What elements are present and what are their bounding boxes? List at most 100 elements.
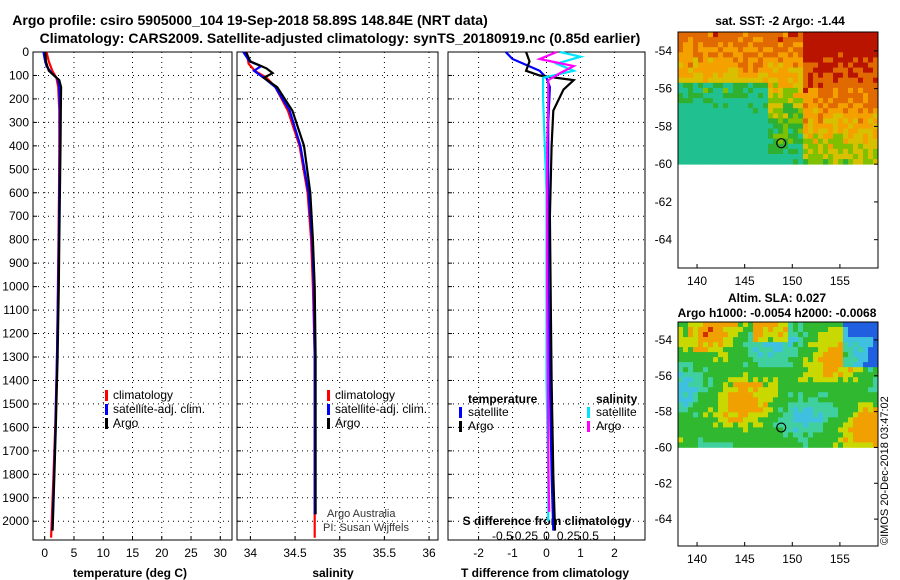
map-cell bbox=[813, 392, 819, 398]
map-cell bbox=[693, 367, 699, 373]
sla-map-title-line2: Argo h1000: -0.0054 h2000: -0.0068 bbox=[678, 306, 877, 320]
map-cell bbox=[698, 62, 704, 68]
map-cell bbox=[818, 432, 824, 438]
map-cell bbox=[758, 57, 764, 63]
map-cell bbox=[873, 108, 879, 114]
map-cell bbox=[693, 347, 699, 353]
map-cell bbox=[803, 417, 809, 423]
map-cell bbox=[773, 417, 779, 423]
map-cell bbox=[828, 352, 834, 358]
map-cell bbox=[738, 437, 744, 443]
map-cell bbox=[838, 392, 844, 398]
map-cell bbox=[688, 123, 694, 129]
map-cell bbox=[863, 113, 869, 119]
map-cell bbox=[808, 118, 814, 124]
map-cell bbox=[758, 154, 764, 160]
map-cell bbox=[773, 37, 779, 43]
map-cell bbox=[818, 412, 824, 418]
map-cell bbox=[748, 37, 754, 43]
argo-australia-note: Argo Australia bbox=[327, 508, 396, 520]
map-cell bbox=[723, 87, 729, 94]
map-cell bbox=[683, 148, 689, 155]
map-cell bbox=[793, 392, 799, 398]
map-cell bbox=[753, 143, 759, 150]
map-cell bbox=[723, 42, 729, 48]
map-cell bbox=[788, 77, 794, 84]
map-cell bbox=[728, 143, 734, 150]
map-cell bbox=[848, 143, 854, 150]
map-cell bbox=[788, 437, 794, 443]
map-cell bbox=[753, 77, 759, 84]
map-cell bbox=[788, 148, 794, 155]
map-cell bbox=[868, 372, 874, 378]
map-cell bbox=[743, 432, 749, 438]
map-cell bbox=[773, 332, 779, 338]
map-cell bbox=[713, 93, 719, 99]
map-cell bbox=[813, 113, 819, 119]
map-cell bbox=[818, 57, 824, 63]
map-cell bbox=[738, 442, 744, 448]
map-cell bbox=[718, 437, 724, 443]
map-cell bbox=[778, 143, 784, 150]
map-cell bbox=[788, 397, 794, 403]
map-cell bbox=[858, 93, 864, 99]
map-cell bbox=[693, 407, 699, 413]
map-cell bbox=[873, 322, 879, 328]
map-cell bbox=[693, 357, 699, 363]
legend-swatch bbox=[327, 390, 330, 401]
map-cell bbox=[828, 123, 834, 129]
map-cell bbox=[778, 67, 784, 74]
map-cell bbox=[723, 133, 729, 140]
map-cell bbox=[693, 387, 699, 393]
map-cell bbox=[723, 442, 729, 448]
map-cell bbox=[858, 159, 864, 165]
map-cell bbox=[798, 103, 804, 109]
map-cell bbox=[683, 432, 689, 438]
map-cell bbox=[728, 62, 734, 68]
map-cell bbox=[708, 392, 714, 398]
map-cell bbox=[748, 128, 754, 135]
map-cell bbox=[688, 402, 694, 408]
map-cell bbox=[728, 387, 734, 393]
x-tick-label: -2 bbox=[473, 546, 484, 560]
map-cell bbox=[738, 103, 744, 109]
map-cell bbox=[823, 113, 829, 119]
map-cell bbox=[848, 357, 854, 363]
map-cell bbox=[718, 108, 724, 114]
map-cell bbox=[763, 82, 769, 89]
map-cell bbox=[698, 427, 704, 433]
map-cell bbox=[748, 412, 754, 418]
map-cell bbox=[873, 47, 879, 53]
map-cell bbox=[743, 342, 749, 348]
map-cell bbox=[808, 37, 814, 43]
map-cell bbox=[688, 98, 694, 104]
map-cell bbox=[853, 159, 859, 165]
map-cell bbox=[858, 128, 864, 135]
map-cell bbox=[798, 342, 804, 348]
map-cell bbox=[808, 103, 814, 109]
map-cell bbox=[748, 154, 754, 160]
map-cell bbox=[693, 62, 699, 68]
map-cell bbox=[823, 367, 829, 373]
map-cell bbox=[793, 123, 799, 129]
map-cell bbox=[863, 42, 869, 48]
map-cell bbox=[743, 47, 749, 53]
map-cell bbox=[733, 72, 739, 79]
map-cell bbox=[763, 62, 769, 68]
map-cell bbox=[873, 357, 879, 363]
map-cell bbox=[823, 382, 829, 388]
map-cell bbox=[828, 148, 834, 155]
map-cell bbox=[718, 337, 724, 343]
map-cell bbox=[718, 37, 724, 43]
map-cell bbox=[793, 113, 799, 119]
map-cell bbox=[818, 67, 824, 74]
map-cell bbox=[808, 128, 814, 135]
map-cell bbox=[763, 143, 769, 150]
map-cell bbox=[698, 432, 704, 438]
map-cell bbox=[793, 422, 799, 428]
map-cell bbox=[688, 417, 694, 423]
map-cell bbox=[738, 357, 744, 363]
map-x-tick-label: 155 bbox=[830, 274, 850, 288]
map-cell bbox=[723, 357, 729, 363]
map-cell bbox=[723, 143, 729, 150]
